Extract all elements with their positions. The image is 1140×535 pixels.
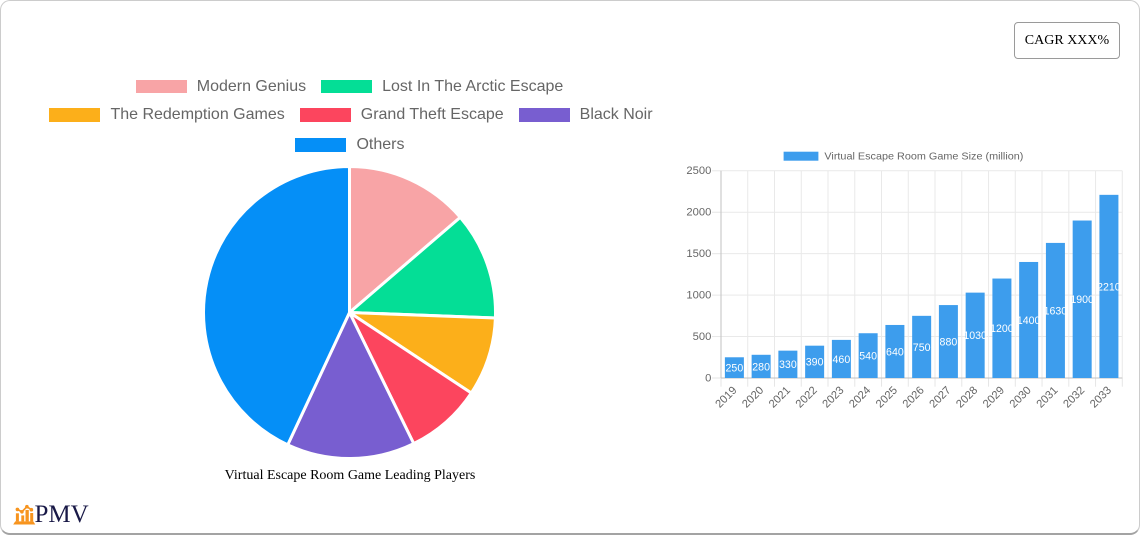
svg-text:2028: 2028 [954,384,980,410]
svg-text:2025: 2025 [874,384,900,410]
svg-text:2021: 2021 [767,384,793,410]
svg-text:2019: 2019 [713,384,739,410]
svg-text:2027: 2027 [927,384,953,410]
svg-text:2022: 2022 [794,384,820,410]
svg-text:2029: 2029 [981,384,1007,410]
svg-text:500: 500 [693,331,712,343]
svg-text:390: 390 [806,357,824,369]
svg-text:1400: 1400 [1017,315,1041,327]
svg-text:1000: 1000 [686,290,711,302]
svg-text:250: 250 [726,363,744,375]
svg-text:2032: 2032 [1061,384,1087,410]
svg-text:2020: 2020 [740,384,766,410]
svg-text:1200: 1200 [990,323,1014,335]
svg-text:2033: 2033 [1088,384,1114,410]
svg-text:0: 0 [705,372,711,384]
svg-text:2026: 2026 [901,384,927,410]
svg-text:2031: 2031 [1034,384,1060,410]
svg-text:2000: 2000 [686,207,711,219]
svg-text:1030: 1030 [963,330,987,342]
svg-text:460: 460 [833,354,851,366]
svg-text:1900: 1900 [1070,294,1094,306]
svg-text:2023: 2023 [820,384,846,410]
svg-text:750: 750 [913,342,931,354]
svg-text:2024: 2024 [847,384,873,410]
svg-text:2500: 2500 [686,165,711,177]
svg-text:2030: 2030 [1008,384,1034,410]
svg-text:280: 280 [752,361,770,373]
svg-text:330: 330 [779,359,797,371]
svg-text:540: 540 [859,351,877,363]
svg-text:1500: 1500 [686,248,711,260]
svg-text:Virtual Escape Room Game Size: Virtual Escape Room Game Size (million) [824,150,1023,162]
svg-text:1630: 1630 [1044,305,1068,317]
svg-text:640: 640 [886,346,904,358]
svg-text:880: 880 [940,336,958,348]
svg-text:2210: 2210 [1097,281,1121,293]
